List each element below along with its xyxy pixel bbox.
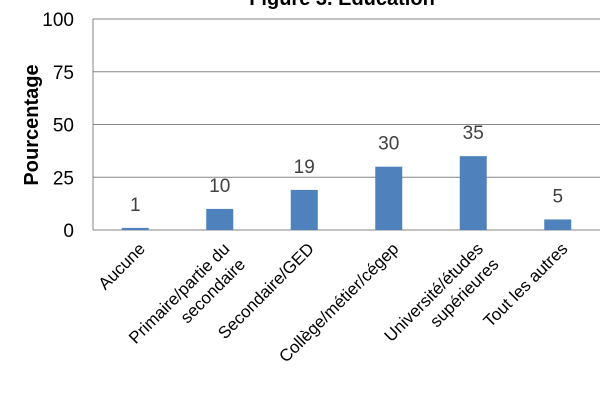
bar-4 xyxy=(375,166,403,230)
bar-2 xyxy=(206,208,234,230)
y-tick-label-75: 75 xyxy=(53,63,74,84)
y-axis-ticks: 0 25 50 75 100 xyxy=(42,10,74,242)
y-tick-label-0: 0 xyxy=(63,221,74,242)
bar-6 xyxy=(544,219,572,230)
y-tick-label-25: 25 xyxy=(53,168,74,189)
y-tick-label-50: 50 xyxy=(53,116,74,137)
data-label-4: 30 xyxy=(378,134,399,155)
data-label-1: 1 xyxy=(130,195,141,216)
data-label-6: 5 xyxy=(552,186,563,207)
data-label-5: 35 xyxy=(463,123,484,144)
data-label-3: 19 xyxy=(294,157,315,178)
y-axis-title: Pourcentage xyxy=(21,64,43,185)
chart-title: Figure 3. Education xyxy=(249,0,435,10)
data-label-2: 10 xyxy=(209,176,230,197)
bar-5 xyxy=(459,156,487,230)
x-tick-label-line: Aucune xyxy=(95,239,149,293)
x-tick-label-line: Tout les autres xyxy=(480,239,572,331)
bar-3 xyxy=(290,189,318,230)
gridlines xyxy=(93,18,600,231)
y-tick-label-100: 100 xyxy=(42,10,74,31)
data-labels: 1 10 19 30 35 5 xyxy=(130,123,563,216)
bar-1 xyxy=(121,227,149,230)
x-tick-label-1: Aucune xyxy=(95,239,149,293)
x-tick-label-6: Tout les autres xyxy=(480,239,572,331)
bars xyxy=(121,156,572,230)
